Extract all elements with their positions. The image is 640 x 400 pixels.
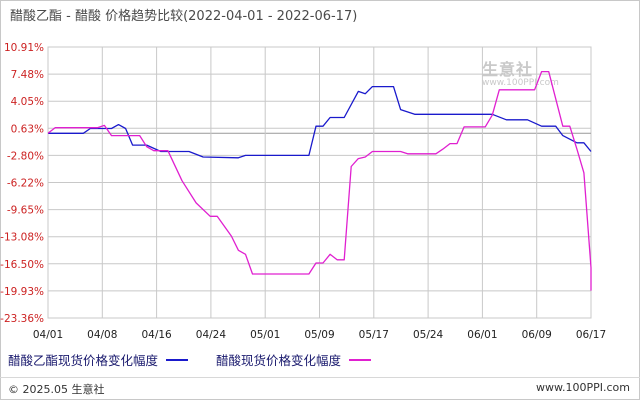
legend-item-series-1: 醋酸乙酯现货价格变化幅度 (8, 350, 189, 369)
footer-divider (0, 377, 640, 378)
x-tick-label: 04/08 (87, 329, 117, 341)
title-date-range: (2022-04-01 - 2022-06-17) (183, 9, 358, 24)
legend-label-series-2: 醋酸现货价格变化幅度 (216, 353, 342, 368)
legend-label-series-1: 醋酸乙酯现货价格变化幅度 (8, 353, 159, 368)
legend-line-series-1 (166, 358, 189, 361)
y-tick-label: -6.22% (7, 178, 44, 190)
chart-legend: 醋酸乙酯现货价格变化幅度 醋酸现货价格变化幅度 (8, 350, 395, 369)
series-line-2 (47, 70, 592, 291)
y-tick-label: -23.36% (0, 313, 44, 325)
y-tick-label: -13.08% (0, 232, 44, 244)
title-text: 醋酸乙酯 - 醋酸 价格趋势比较 (10, 9, 184, 24)
legend-line-series-2 (349, 358, 372, 361)
x-tick-label: 04/16 (141, 329, 172, 341)
x-tick-label: 06/01 (467, 329, 497, 341)
y-tick-label: -19.93% (0, 286, 44, 298)
x-tick-label: 06/17 (576, 329, 606, 341)
footer-site-link[interactable]: www.100PPI.com (536, 381, 630, 394)
watermark-url: www.100PPI.com (482, 78, 559, 88)
x-tick-label: 04/01 (33, 329, 63, 341)
y-tick-label: 0.63% (11, 123, 44, 135)
legend-item-series-2: 醋酸现货价格变化幅度 (216, 350, 372, 369)
x-tick-label: 04/24 (196, 329, 227, 341)
footer-copyright: © 2025.05 生意社 (8, 383, 105, 396)
y-tick-label: 4.05% (11, 96, 44, 108)
y-tick-label: -2.80% (7, 150, 44, 162)
x-tick-label: 05/24 (413, 329, 444, 341)
x-tick-label: 06/09 (522, 329, 552, 341)
y-tick-label: 7.48% (11, 69, 44, 81)
x-tick-label: 05/17 (359, 329, 389, 341)
chart-title: 醋酸乙酯 - 醋酸 价格趋势比较(2022-04-01 - 2022-06-17… (10, 5, 357, 24)
y-tick-label: 10.91% (4, 42, 44, 54)
y-tick-label: -16.50% (0, 259, 44, 271)
y-tick-label: -9.65% (7, 205, 44, 217)
series-line-1 (48, 85, 592, 159)
x-tick-label: 05/09 (304, 329, 334, 341)
x-tick-label: 05/01 (250, 329, 280, 341)
